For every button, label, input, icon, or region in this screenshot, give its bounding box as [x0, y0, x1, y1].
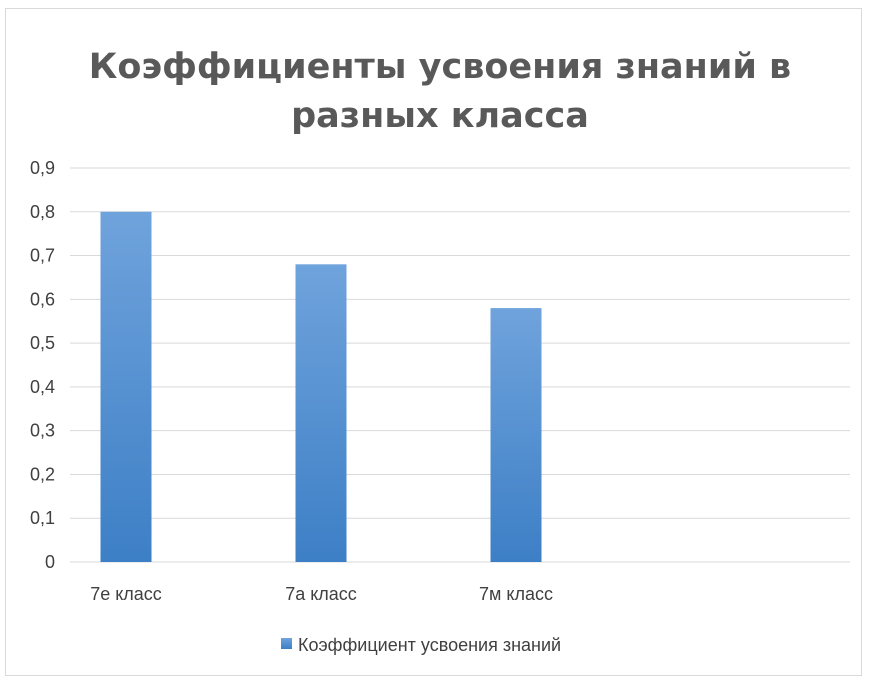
- x-tick-label: 7м класс: [479, 584, 553, 604]
- y-tick-label: 0: [45, 552, 55, 572]
- legend: Коэффициент усвоения знаний: [281, 635, 561, 655]
- y-tick-label: 0,7: [30, 246, 55, 266]
- y-tick-label: 0,1: [30, 508, 55, 528]
- y-tick-label: 0,6: [30, 289, 55, 309]
- bar: [295, 264, 347, 562]
- bar: [490, 308, 542, 562]
- legend-label: Коэффициент усвоения знаний: [298, 635, 561, 655]
- chart-title-line-1: Коэффициенты усвоения знаний в: [89, 47, 791, 87]
- y-tick-label: 0,9: [30, 158, 55, 178]
- y-tick-label: 0,2: [30, 464, 55, 484]
- x-tick-label: 7е класс: [90, 584, 162, 604]
- chart-title-line-2: разных класса: [291, 96, 589, 136]
- y-axis-tick-labels: 0 0,1 0,2 0,3 0,4 0,5 0,6 0,7 0,8 0,9: [30, 158, 55, 572]
- y-tick-label: 0,8: [30, 202, 55, 222]
- bar: [100, 211, 152, 562]
- y-tick-label: 0,5: [30, 333, 55, 353]
- x-axis-tick-labels: 7е класс 7а класс 7м класс: [90, 584, 553, 604]
- y-tick-label: 0,3: [30, 421, 55, 441]
- x-tick-label: 7а класс: [285, 584, 357, 604]
- gridlines: [70, 167, 850, 563]
- legend-swatch: [281, 638, 292, 649]
- bars: [100, 211, 542, 562]
- y-tick-label: 0,4: [30, 377, 55, 397]
